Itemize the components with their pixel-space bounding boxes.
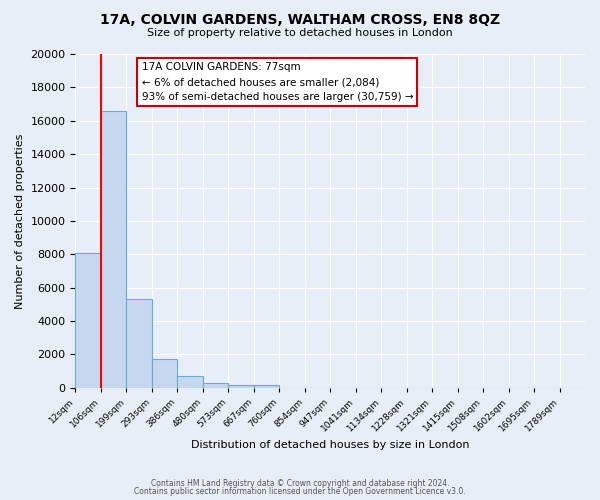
Text: Contains public sector information licensed under the Open Government Licence v3: Contains public sector information licen… [134, 487, 466, 496]
Bar [203, 383, 228, 388]
Text: 17A COLVIN GARDENS: 77sqm
← 6% of detached houses are smaller (2,084)
93% of sem: 17A COLVIN GARDENS: 77sqm ← 6% of detach… [142, 62, 413, 102]
Bar [101, 111, 127, 388]
Y-axis label: Number of detached properties: Number of detached properties [15, 134, 25, 308]
Text: Size of property relative to detached houses in London: Size of property relative to detached ho… [147, 28, 453, 38]
Text: 17A, COLVIN GARDENS, WALTHAM CROSS, EN8 8QZ: 17A, COLVIN GARDENS, WALTHAM CROSS, EN8 … [100, 12, 500, 26]
X-axis label: Distribution of detached houses by size in London: Distribution of detached houses by size … [191, 440, 469, 450]
Bar [254, 386, 279, 388]
Bar [178, 376, 203, 388]
Bar [152, 358, 178, 388]
Bar [228, 384, 254, 388]
Bar [127, 300, 152, 388]
Bar [76, 252, 101, 388]
Text: Contains HM Land Registry data © Crown copyright and database right 2024.: Contains HM Land Registry data © Crown c… [151, 478, 449, 488]
